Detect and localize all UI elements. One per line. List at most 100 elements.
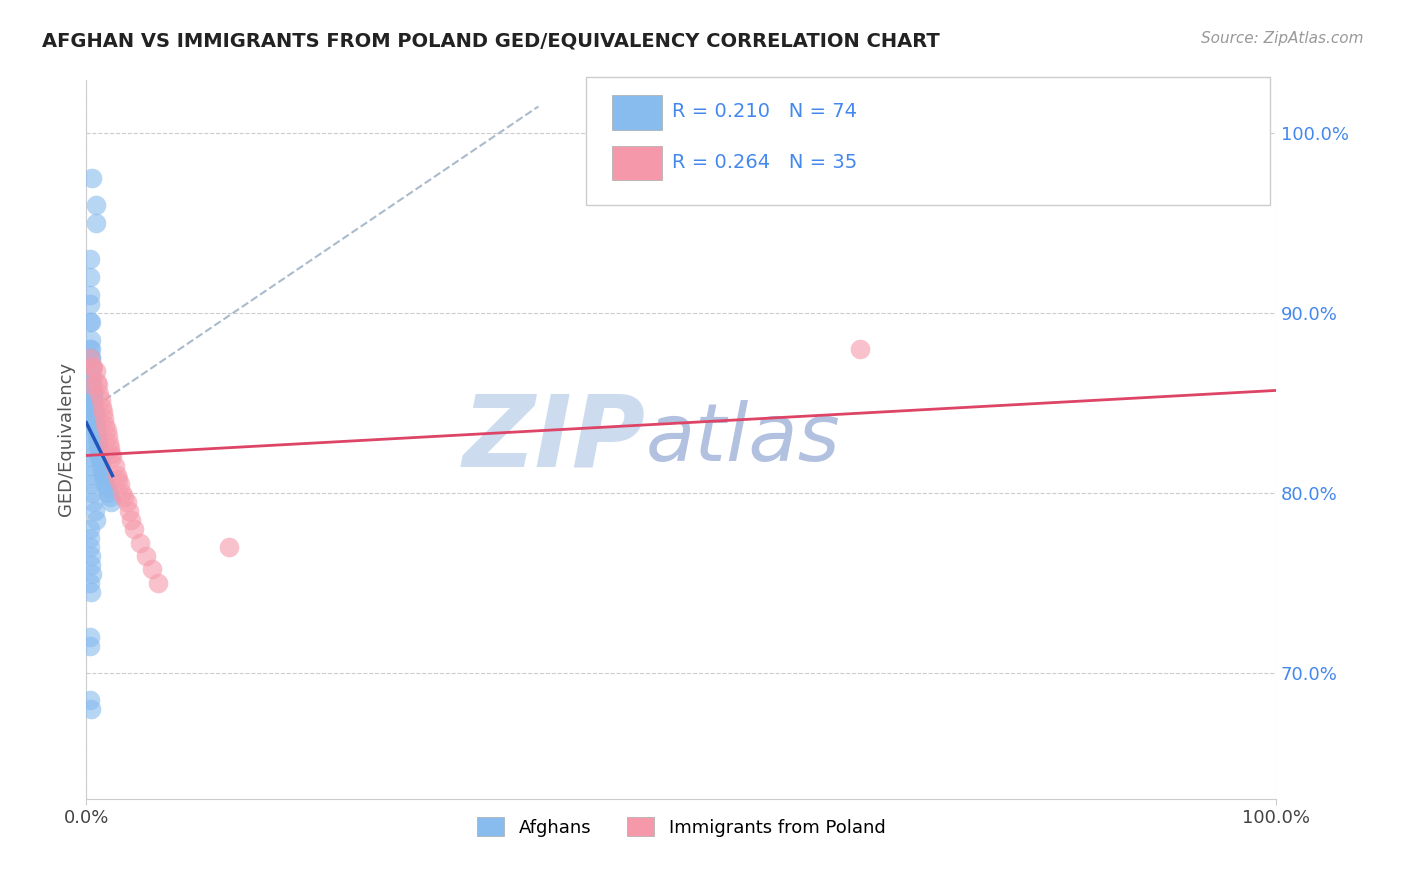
Point xyxy=(83,414,105,428)
Point xyxy=(104,459,127,474)
Point xyxy=(93,472,115,486)
Text: R = 0.264   N = 35: R = 0.264 N = 35 xyxy=(672,153,856,172)
Point xyxy=(82,400,104,414)
Point xyxy=(82,171,104,186)
Point xyxy=(79,639,101,653)
Point xyxy=(84,423,107,437)
Point xyxy=(128,536,150,550)
Point xyxy=(82,396,104,410)
Point xyxy=(82,486,104,500)
Text: R = 0.210   N = 74: R = 0.210 N = 74 xyxy=(672,103,856,121)
Point xyxy=(98,490,121,504)
Point xyxy=(80,585,103,599)
Point xyxy=(79,315,101,329)
Point xyxy=(80,351,103,366)
FancyBboxPatch shape xyxy=(586,78,1270,205)
Point xyxy=(80,558,103,572)
Point xyxy=(82,396,104,410)
Point xyxy=(80,333,103,347)
Point xyxy=(79,270,101,285)
Point xyxy=(105,468,128,483)
Point xyxy=(90,465,112,479)
Point xyxy=(82,387,104,401)
Point xyxy=(80,441,103,455)
Point xyxy=(112,490,135,504)
Legend: Afghans, Immigrants from Poland: Afghans, Immigrants from Poland xyxy=(470,810,893,844)
Y-axis label: GED/Equivalency: GED/Equivalency xyxy=(58,362,75,516)
Point xyxy=(84,417,107,432)
Point xyxy=(97,486,120,500)
Point xyxy=(107,472,129,486)
Point xyxy=(86,375,108,389)
Point xyxy=(101,450,124,465)
Point xyxy=(84,216,107,230)
Point xyxy=(79,540,101,554)
Point xyxy=(94,417,117,432)
Point xyxy=(82,360,104,375)
Point xyxy=(848,343,870,357)
Point xyxy=(96,481,118,495)
Point xyxy=(79,288,101,302)
Point xyxy=(111,486,134,500)
Point xyxy=(82,369,104,384)
Point xyxy=(82,360,104,375)
Point xyxy=(84,364,107,378)
Point xyxy=(80,351,103,366)
Point xyxy=(79,576,101,591)
Text: Source: ZipAtlas.com: Source: ZipAtlas.com xyxy=(1201,31,1364,46)
Point xyxy=(79,522,101,536)
Point xyxy=(89,446,111,460)
Point xyxy=(121,513,143,527)
Point xyxy=(82,387,104,401)
Point xyxy=(115,495,138,509)
Point xyxy=(90,400,112,414)
Point xyxy=(82,360,104,375)
Point xyxy=(97,435,120,450)
Point xyxy=(100,495,122,509)
Point xyxy=(98,441,121,455)
Point xyxy=(80,468,103,483)
Point xyxy=(79,252,101,267)
Point xyxy=(79,630,101,644)
Point xyxy=(90,392,112,407)
Point xyxy=(79,459,101,474)
Point xyxy=(86,432,108,446)
Point xyxy=(82,382,104,396)
Point xyxy=(79,297,101,311)
Point xyxy=(141,561,163,575)
Text: atlas: atlas xyxy=(645,401,841,478)
Point xyxy=(118,504,141,518)
Point xyxy=(79,450,101,465)
Point xyxy=(83,504,105,518)
Point xyxy=(146,576,169,591)
Point xyxy=(80,369,103,384)
Point xyxy=(80,414,103,428)
Point xyxy=(83,409,105,423)
Point xyxy=(90,454,112,468)
Point xyxy=(79,405,101,419)
Point xyxy=(82,392,104,407)
Point xyxy=(82,567,104,582)
Point xyxy=(87,441,110,455)
Bar xyxy=(612,145,662,180)
Point xyxy=(94,477,117,491)
Point xyxy=(97,428,120,442)
Point xyxy=(80,477,103,491)
Bar xyxy=(612,95,662,130)
Point xyxy=(96,423,118,437)
Point xyxy=(218,540,240,554)
Point xyxy=(86,426,108,441)
Point xyxy=(82,378,104,392)
Point xyxy=(87,378,110,392)
Point xyxy=(84,198,107,212)
Point xyxy=(80,549,103,563)
Point xyxy=(100,446,122,460)
Point xyxy=(80,343,103,357)
Point xyxy=(79,360,101,375)
Point xyxy=(79,693,101,707)
Point xyxy=(82,423,104,437)
Point xyxy=(91,405,114,419)
Point xyxy=(82,375,104,389)
Text: ZIP: ZIP xyxy=(463,391,645,488)
Point xyxy=(80,702,103,716)
